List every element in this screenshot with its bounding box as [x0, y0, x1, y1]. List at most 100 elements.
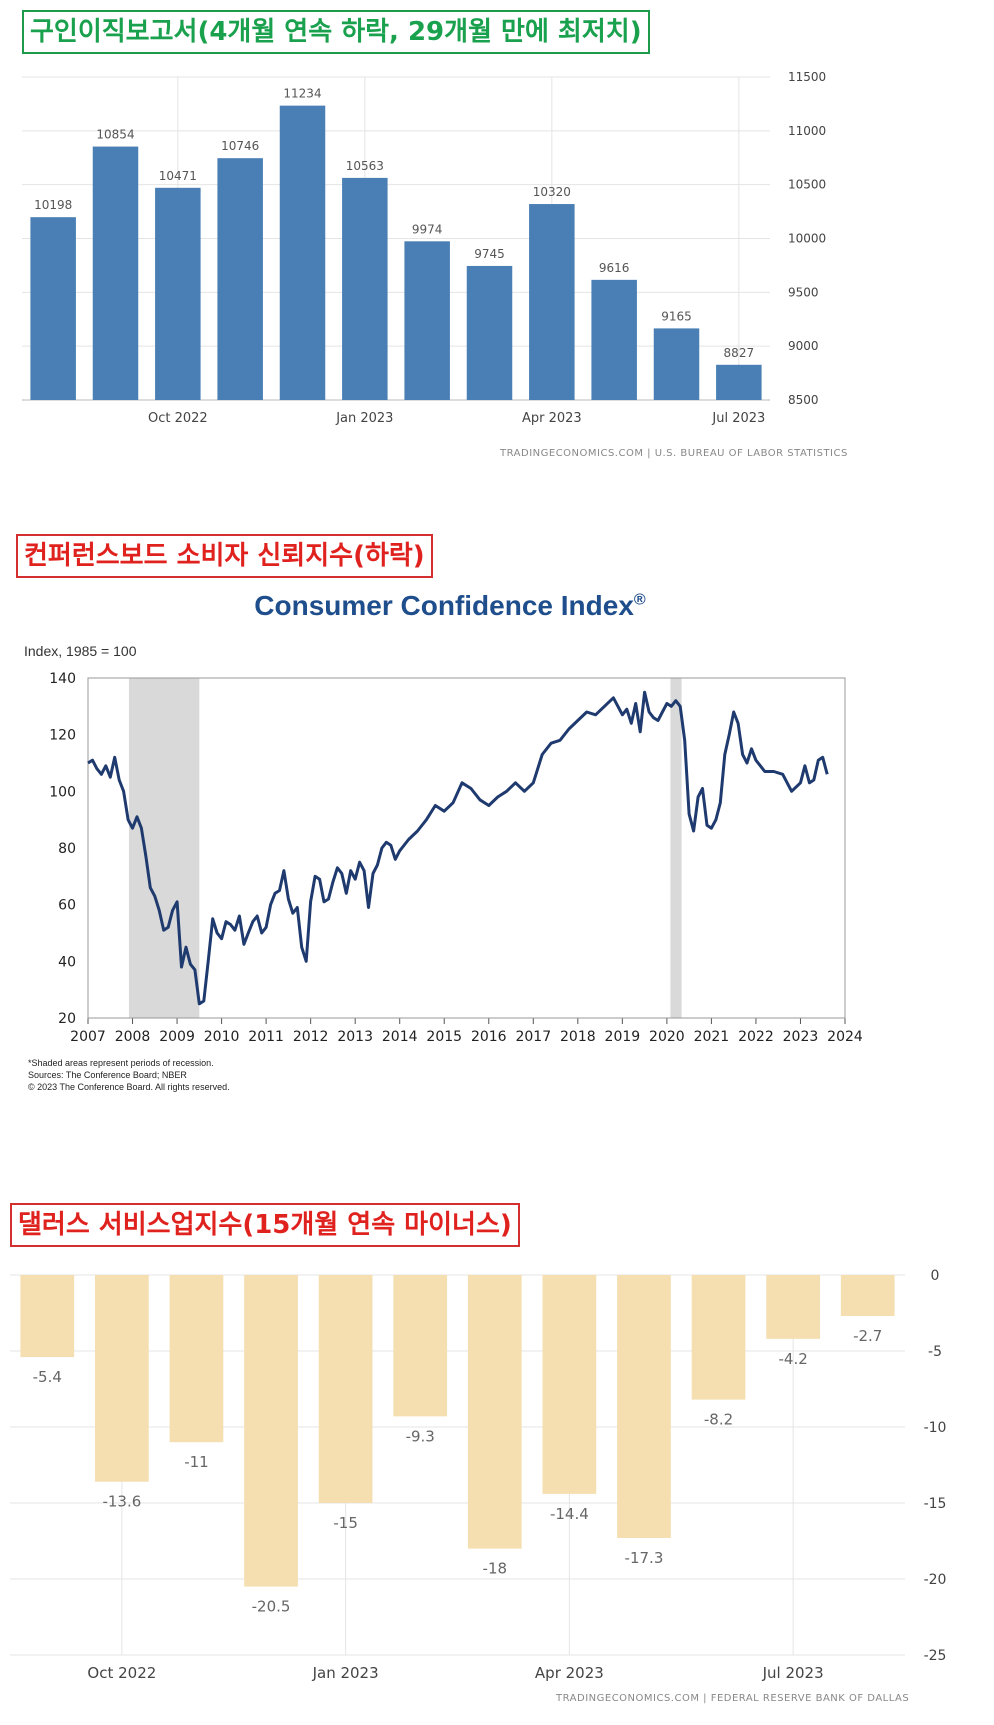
y-tick-label: 120 [49, 728, 76, 744]
x-tick-label: 2007 [70, 1029, 106, 1045]
bar-value-label: -11 [184, 1453, 209, 1471]
y-tick-label: -20 [924, 1572, 947, 1588]
bar [529, 204, 575, 400]
cci-y-axis-label: Index, 1985 = 100 [24, 643, 137, 659]
bar [279, 105, 326, 400]
bar-value-label: -2.7 [853, 1327, 882, 1345]
x-tick-label: 2014 [382, 1029, 418, 1045]
bar [766, 1275, 820, 1339]
bar-value-label: -9.3 [406, 1427, 435, 1445]
y-tick-label: -25 [924, 1648, 947, 1664]
bar-value-label: 10563 [346, 159, 384, 173]
recession-band [128, 678, 200, 1018]
bar [30, 217, 76, 400]
x-tick-label: Apr 2023 [522, 411, 582, 426]
bar-value-label: 9745 [474, 247, 505, 261]
bar [617, 1275, 671, 1538]
bar-value-label: -15 [333, 1514, 358, 1532]
bar [95, 1275, 149, 1482]
bar [92, 146, 139, 400]
bar [244, 1275, 298, 1587]
x-tick-label: 2010 [204, 1029, 240, 1045]
y-tick-label: 20 [58, 1011, 76, 1027]
bar [653, 328, 700, 400]
y-tick-label: 10000 [788, 232, 826, 246]
x-tick-label: Jan 2023 [312, 1664, 379, 1682]
x-tick-label: 2016 [471, 1029, 507, 1045]
x-tick-label: 2024 [827, 1029, 863, 1045]
x-tick-label: Oct 2022 [148, 411, 208, 426]
y-tick-label: 0 [931, 1268, 940, 1284]
x-tick-label: Jan 2023 [335, 411, 393, 426]
job-openings-title: 구인이직보고서(4개월 연속 하락, 29개월 만에 최저치) [22, 10, 650, 54]
y-tick-label: 100 [49, 784, 76, 800]
cci-note-sources: Sources: The Conference Board; NBER [28, 1070, 187, 1080]
recession-band [670, 678, 682, 1018]
bar-value-label: -14.4 [550, 1505, 589, 1523]
x-tick-label: 2023 [783, 1029, 819, 1045]
bar [591, 279, 637, 400]
dallas-title: 댈러스 서비스업지수(15개월 연속 마이너스) [10, 1203, 520, 1247]
x-tick-label: Apr 2023 [535, 1664, 604, 1682]
bar [542, 1275, 597, 1494]
bar [691, 1275, 746, 1400]
x-tick-label: 2009 [159, 1029, 195, 1045]
x-tick-label: 2021 [694, 1029, 730, 1045]
bar-value-label: -17.3 [625, 1549, 664, 1567]
y-tick-label: 9500 [788, 285, 819, 299]
dallas-source: TRADINGECONOMICS.COM | FEDERAL RESERVE B… [556, 1693, 910, 1704]
bar [393, 1275, 448, 1417]
bar-value-label: 9974 [412, 222, 443, 236]
y-tick-label: 80 [58, 841, 76, 857]
x-tick-label: Jul 2023 [762, 1664, 824, 1682]
bar-value-label: 11234 [283, 87, 321, 101]
x-tick-label: 2017 [515, 1029, 551, 1045]
consumer-confidence-chart: 20 40 60 80 100 120 140 2007 2008 2009 2010 2011 201… [49, 671, 863, 1045]
job-openings-source: TRADINGECONOMICS.COM | U.S. BUREAU OF LA… [500, 448, 848, 459]
bar-value-label: -18 [483, 1560, 508, 1578]
bar [467, 1275, 522, 1549]
confidence-title: 컨퍼런스보드 소비자 신뢰지수(하락) [16, 534, 433, 578]
x-tick-label: Oct 2022 [87, 1664, 156, 1682]
y-tick-label: 11500 [788, 70, 826, 84]
x-tick-label: 2008 [115, 1029, 151, 1045]
bar [20, 1275, 75, 1358]
y-tick-label: 8500 [788, 393, 819, 407]
x-tick-label: 2022 [738, 1029, 774, 1045]
x-tick-label: 2012 [293, 1029, 329, 1045]
bar-value-label: 10320 [533, 185, 571, 199]
bar [716, 364, 762, 400]
y-tick-label: -5 [928, 1344, 942, 1360]
y-tick-label: -15 [924, 1496, 947, 1512]
x-tick-label: Jul 2023 [711, 411, 765, 426]
plot-frame [87, 677, 846, 1019]
y-tick-label: 11000 [788, 124, 826, 138]
dallas-services-chart: 0 -5 -10 -15 -20 -25 Oct 2022 Jan 2023 Apr 2023 J… [10, 1268, 947, 1682]
bar [318, 1275, 373, 1503]
y-tick-label: 9000 [788, 339, 819, 353]
x-tick-label: 2015 [426, 1029, 462, 1045]
bar [169, 1275, 224, 1443]
bar [466, 265, 513, 400]
job-openings-chart: 8500 9000 9500 10000 10500 11000 11500 Oct 2022… [22, 70, 826, 426]
x-tick-label: 2013 [337, 1029, 373, 1045]
cci-chart-title: Consumer Confidence Index® [254, 590, 646, 621]
x-tick-label: 2018 [560, 1029, 596, 1045]
y-tick-label: 10500 [788, 178, 826, 192]
cci-note-copyright: © 2023 The Conference Board. All rights … [28, 1082, 230, 1092]
bar [342, 177, 388, 400]
x-tick-label: 2019 [605, 1029, 641, 1045]
x-tick-label: 2011 [248, 1029, 284, 1045]
y-tick-label: 40 [58, 954, 76, 970]
bar-value-label: 10471 [159, 169, 197, 183]
cci-note-recession: *Shaded areas represent periods of reces… [28, 1058, 214, 1068]
bar-value-label: -4.2 [778, 1350, 807, 1368]
bar-value-label: 10746 [221, 139, 259, 153]
bar-value-label: 9165 [661, 309, 692, 323]
bar-value-label: -20.5 [252, 1598, 291, 1616]
bar [217, 158, 263, 400]
bar [404, 241, 450, 400]
bar-value-label: -5.4 [33, 1368, 62, 1386]
cci-series-line [87, 690, 829, 1006]
y-tick-label: -10 [924, 1420, 947, 1436]
